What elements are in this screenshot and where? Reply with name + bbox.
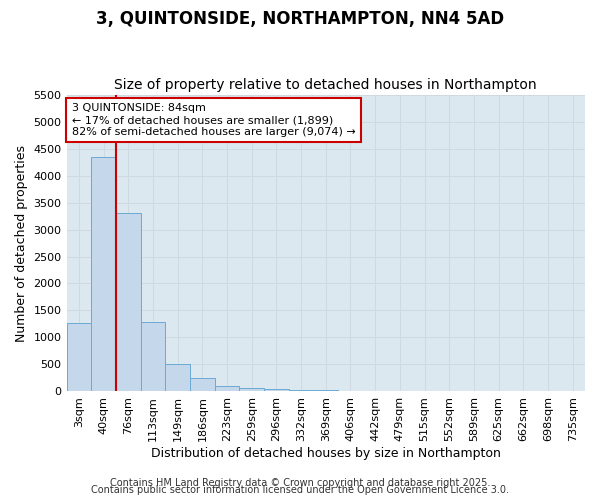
Text: Contains public sector information licensed under the Open Government Licence 3.: Contains public sector information licen… xyxy=(91,485,509,495)
Text: 3, QUINTONSIDE, NORTHAMPTON, NN4 5AD: 3, QUINTONSIDE, NORTHAMPTON, NN4 5AD xyxy=(96,10,504,28)
Bar xyxy=(140,322,165,392)
Text: Contains HM Land Registry data © Crown copyright and database right 2025.: Contains HM Land Registry data © Crown c… xyxy=(110,478,490,488)
Bar xyxy=(190,378,215,392)
Bar xyxy=(289,390,313,392)
Title: Size of property relative to detached houses in Northampton: Size of property relative to detached ho… xyxy=(115,78,537,92)
X-axis label: Distribution of detached houses by size in Northampton: Distribution of detached houses by size … xyxy=(151,447,501,460)
Bar xyxy=(264,389,289,392)
Bar xyxy=(313,390,338,392)
Bar xyxy=(116,214,140,392)
Bar xyxy=(67,323,91,392)
Bar xyxy=(215,386,239,392)
Bar xyxy=(91,156,116,392)
Y-axis label: Number of detached properties: Number of detached properties xyxy=(15,144,28,342)
Text: 3 QUINTONSIDE: 84sqm
← 17% of detached houses are smaller (1,899)
82% of semi-de: 3 QUINTONSIDE: 84sqm ← 17% of detached h… xyxy=(72,104,355,136)
Bar xyxy=(165,364,190,392)
Bar xyxy=(239,388,264,392)
